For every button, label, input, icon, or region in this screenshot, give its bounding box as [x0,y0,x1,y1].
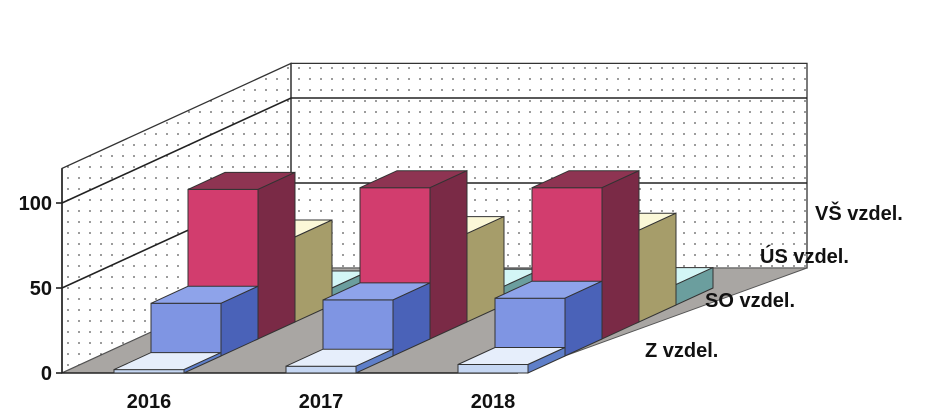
bar-side [564,280,603,357]
bar-z-vzdel--2016 [113,351,222,374]
bar-so-vzdel--2016 [150,285,259,357]
y-tick-label-100: 100 [19,193,52,215]
y-tick-label-50: 50 [30,278,52,300]
bar-side [527,346,566,374]
bar-front [494,297,566,357]
bar-front [150,302,222,357]
bar-side [220,285,259,357]
bar-side [257,171,296,340]
gridline [61,97,807,204]
chart-bars [113,169,714,374]
series-label-2: SO vzdel. [705,290,795,312]
bar-side [183,351,222,374]
bar-side [429,169,468,340]
bar-front [457,364,529,374]
bar-z-vzdel--2017 [285,348,394,374]
series-label-3: ÚS vzdel. [760,244,849,268]
bar-z-vzdel--2018 [457,346,566,374]
x-tick-label-2018: 2018 [471,391,516,413]
series-label-1: Z vzdel. [645,340,718,362]
series-label-4: VŠ vzdel. [815,201,903,225]
x-tick-label-2017: 2017 [299,391,344,413]
bar-side [392,282,431,357]
bar-front [285,365,357,374]
bar-so-vzdel--2018 [494,280,603,357]
bar-so-vzdel--2017 [322,282,431,357]
bar-front [113,369,185,374]
bar-side [601,169,640,340]
bar-side [355,348,394,374]
bar-front [322,299,394,357]
bar-side [638,212,677,323]
chart-labels: 0 50 100 2016 2017 2018 Z vzdel. SO vzdel. ÚS vz… [19,193,903,413]
y-tick-label-0: 0 [41,363,52,385]
x-tick-label-2016: 2016 [127,391,172,413]
